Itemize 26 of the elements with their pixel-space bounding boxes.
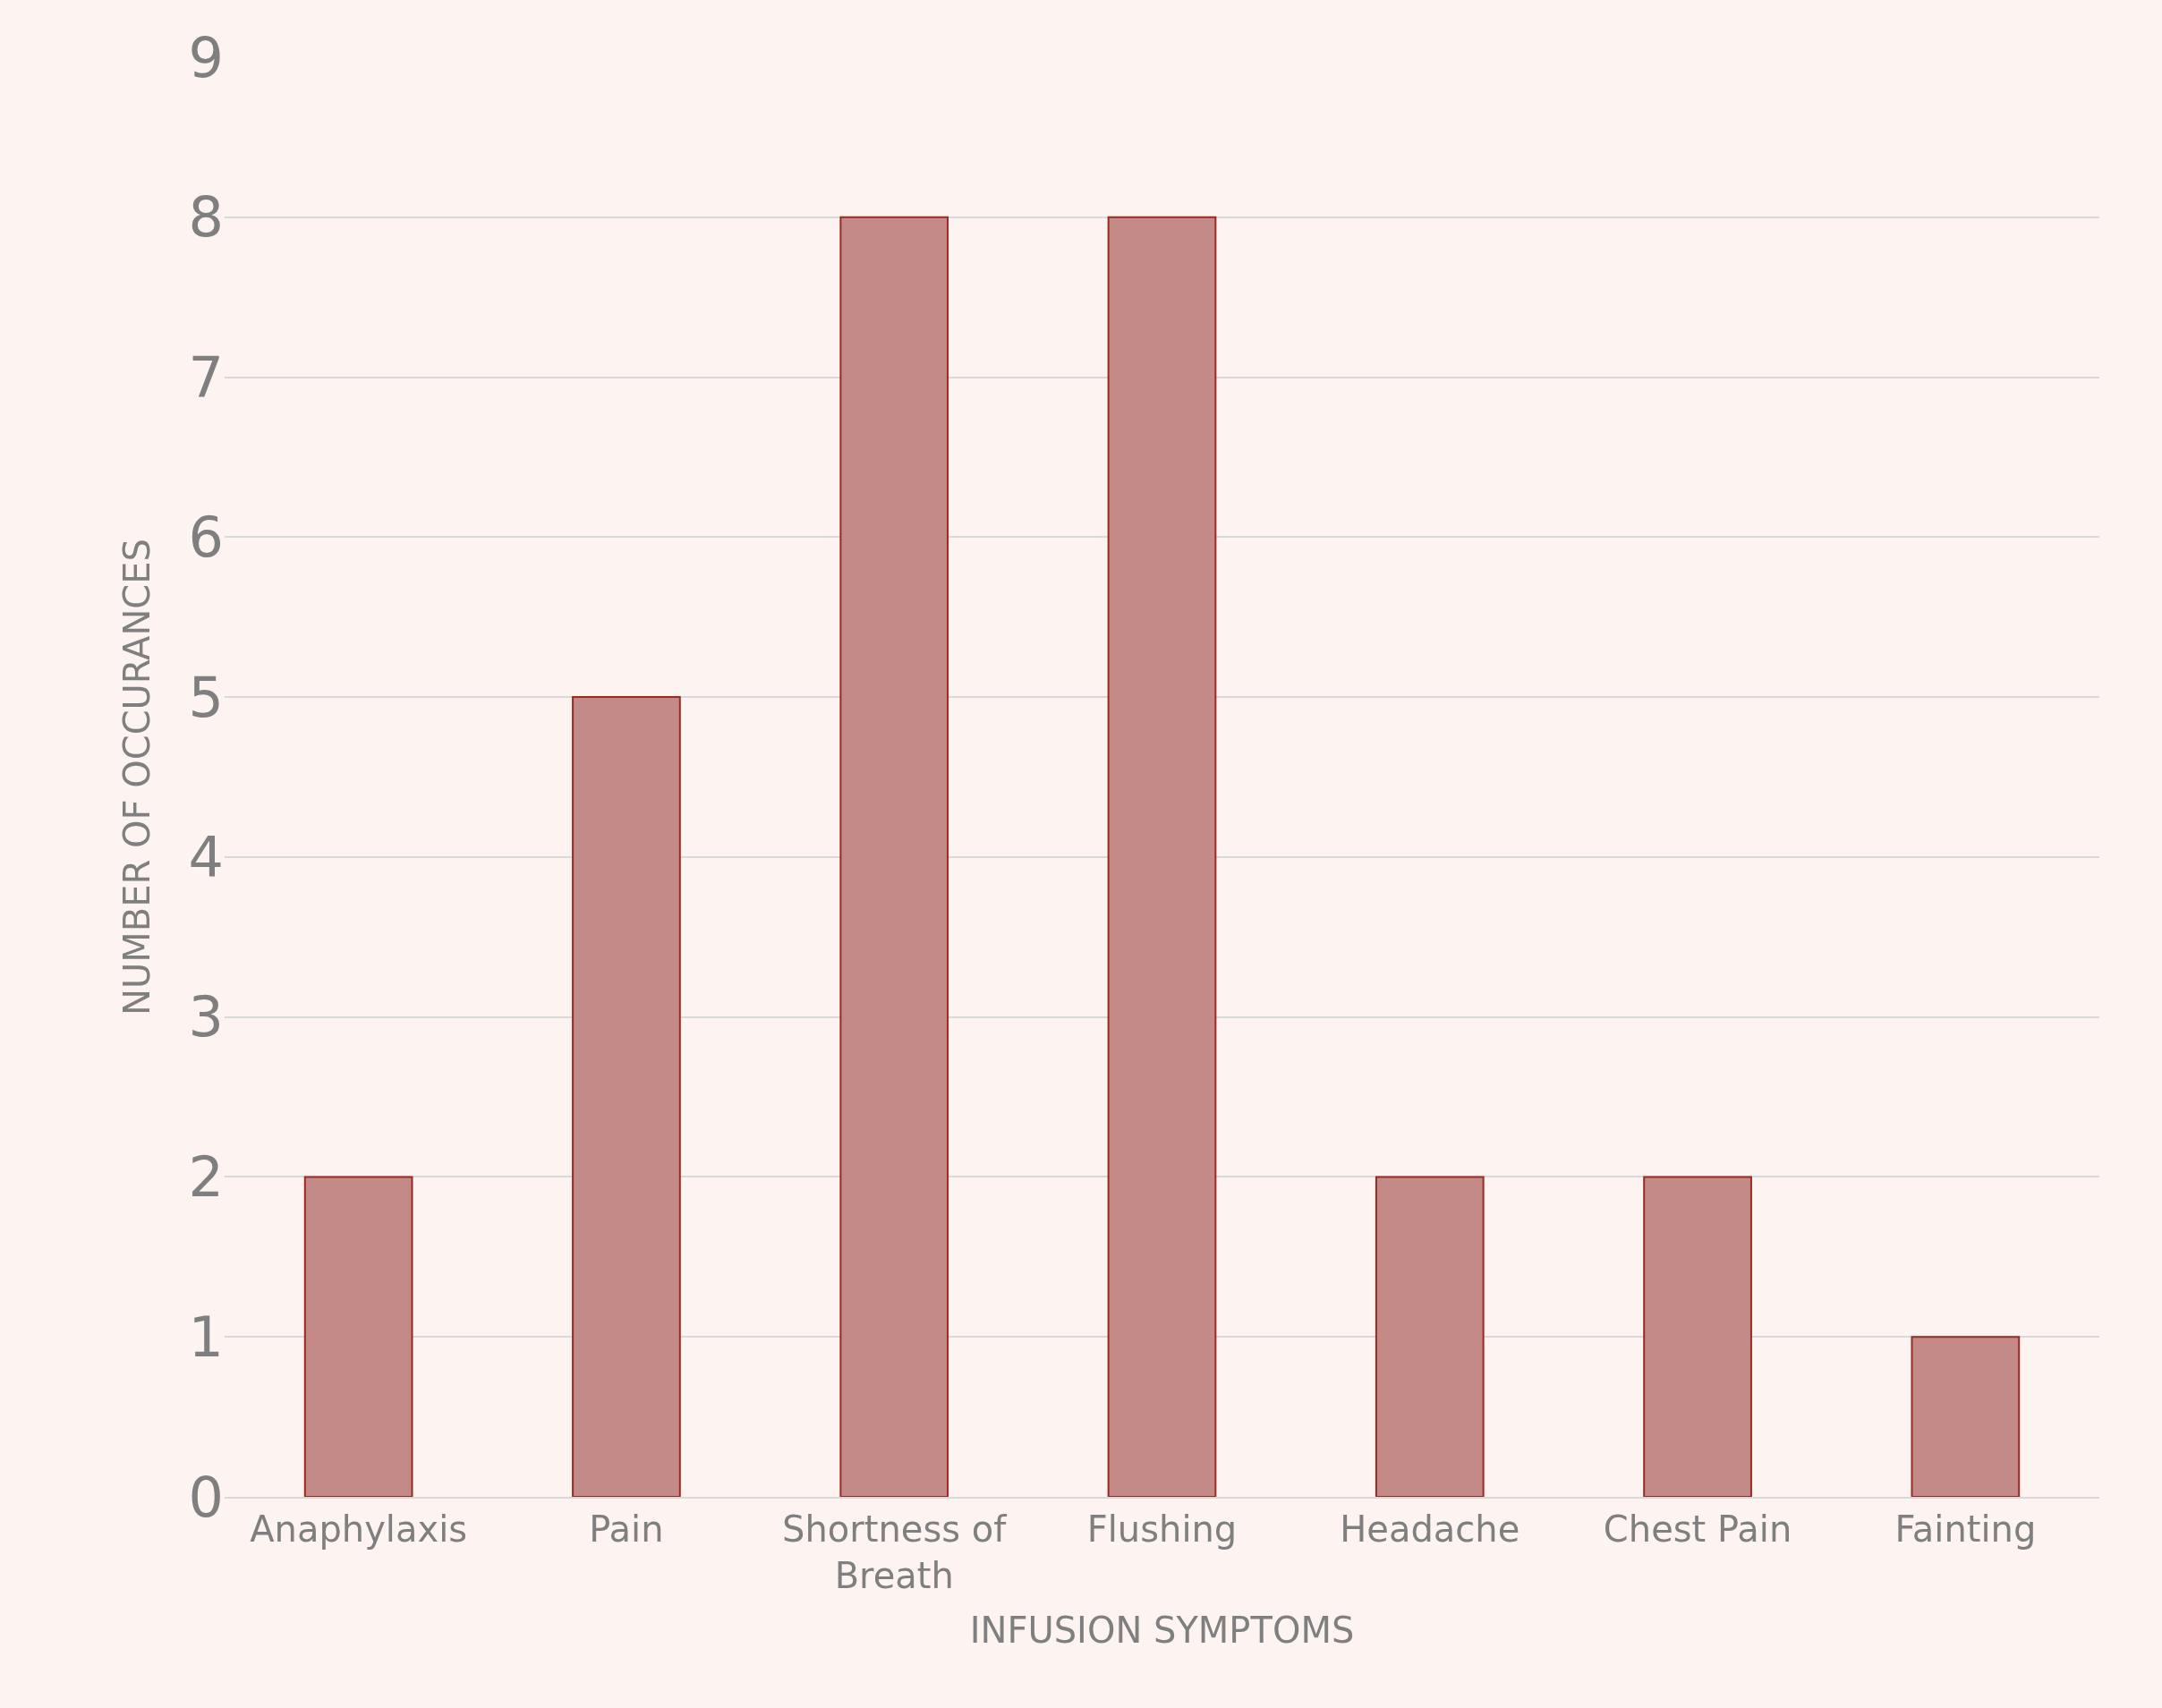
x-tick-label: Pain xyxy=(589,1508,664,1550)
bar xyxy=(839,216,949,1497)
x-tick-label: Shortness of Breath xyxy=(782,1508,1008,1596)
y-tick-label: 8 xyxy=(188,184,224,251)
y-axis-title: NUMBER OF OCCURANCES xyxy=(116,539,158,1015)
x-tick-label: Chest Pain xyxy=(1603,1508,1792,1550)
y-tick-label: 7 xyxy=(188,344,224,411)
x-tick-label: Fainting xyxy=(1894,1508,2037,1550)
x-axis-title: INFUSION SYMPTOMS xyxy=(969,1610,1355,1651)
bar xyxy=(572,696,681,1497)
bar xyxy=(1911,1336,2021,1497)
y-tick-label: 3 xyxy=(188,984,224,1050)
x-tick-label: Headache xyxy=(1340,1508,1520,1550)
y-tick-label: 2 xyxy=(188,1144,224,1211)
y-tick-label: 1 xyxy=(188,1304,224,1370)
x-tick-label: Flushing xyxy=(1086,1508,1238,1550)
y-tick-label: 9 xyxy=(188,24,224,90)
bar xyxy=(1107,216,1217,1497)
bar xyxy=(1375,1176,1485,1497)
y-tick-label: 4 xyxy=(188,824,224,890)
bar xyxy=(1643,1176,1752,1497)
bar xyxy=(303,1176,413,1497)
y-tick-label: 0 xyxy=(188,1464,224,1530)
y-tick-label: 6 xyxy=(188,505,224,571)
y-tick-label: 5 xyxy=(188,664,224,730)
x-tick-label: Anaphylaxis xyxy=(250,1508,468,1550)
